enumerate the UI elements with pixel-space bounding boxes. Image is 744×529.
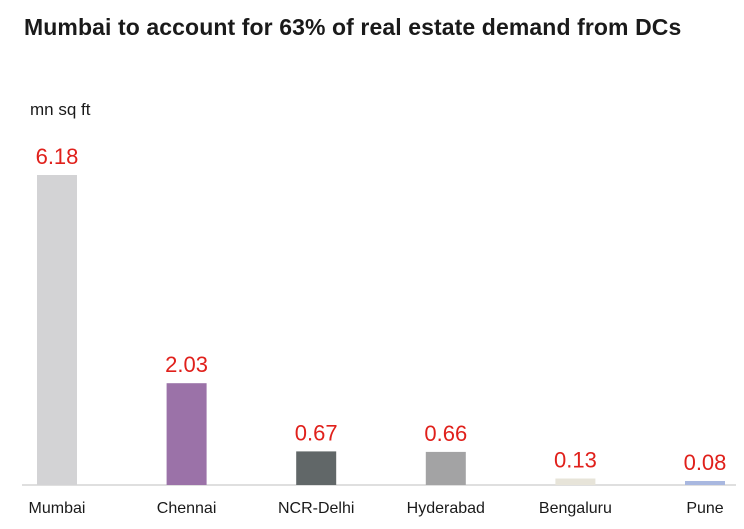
chart-title: Mumbai to account for 63% of real estate…: [24, 14, 682, 40]
bar-bengaluru: [555, 478, 596, 485]
category-label-chennai: Chennai: [157, 500, 217, 517]
value-label-bengaluru: 0.13: [554, 448, 597, 473]
category-label-hyderabad: Hyderabad: [407, 500, 485, 517]
bar-chennai: [166, 383, 207, 485]
category-label-pune: Pune: [686, 500, 723, 517]
value-label-hyderabad: 0.66: [424, 421, 467, 446]
bar-ncr-delhi: [296, 451, 337, 485]
category-label-mumbai: Mumbai: [29, 500, 86, 517]
category-label-ncr-delhi: NCR-Delhi: [278, 500, 354, 517]
bar-hyderabad: [425, 451, 466, 485]
bar-pune: [685, 481, 725, 485]
value-label-chennai: 2.03: [165, 352, 208, 377]
category-label-bengaluru: Bengaluru: [539, 500, 612, 517]
bar-mumbai: [37, 175, 77, 485]
value-label-ncr-delhi: 0.67: [295, 420, 338, 445]
y-axis-unit-label: mn sq ft: [30, 100, 91, 119]
value-label-mumbai: 6.18: [36, 144, 79, 169]
value-label-pune: 0.08: [684, 450, 727, 475]
